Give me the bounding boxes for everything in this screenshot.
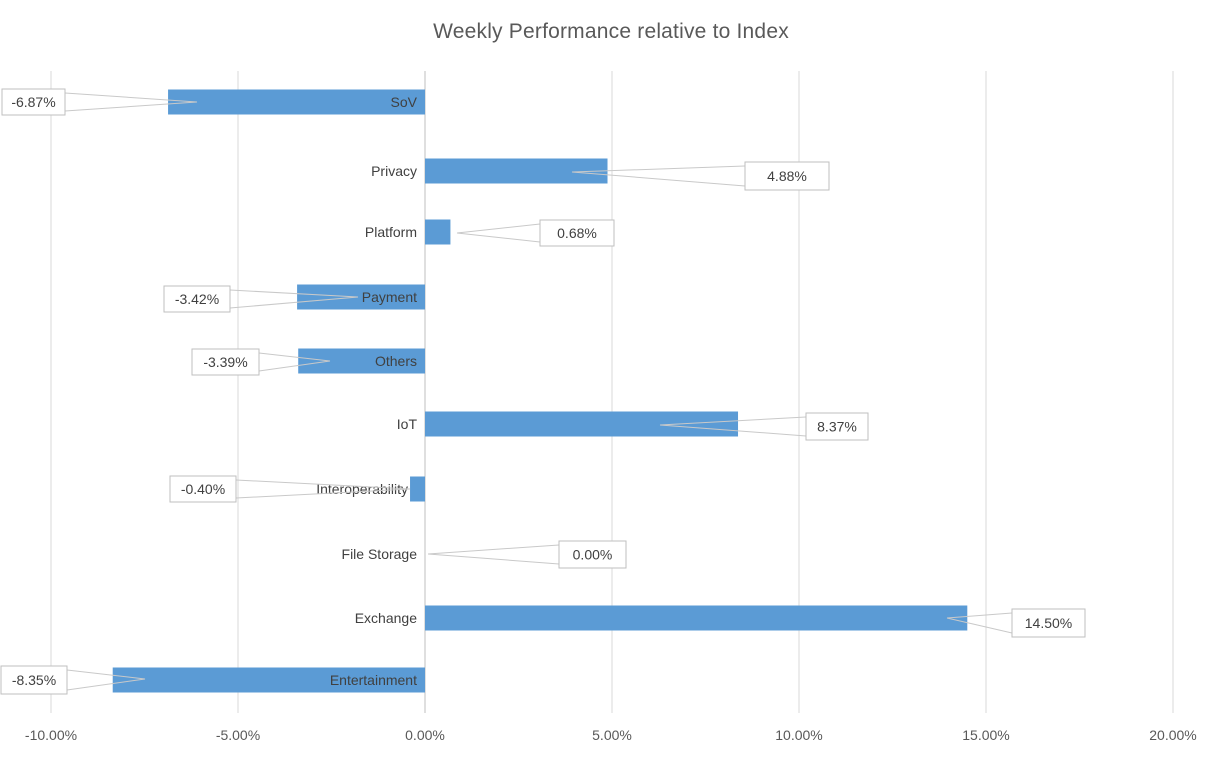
leader-line xyxy=(946,612,1013,619)
bar-entertainment xyxy=(112,667,426,693)
data-label-platform: 0.68% xyxy=(557,225,597,241)
bar-exchange xyxy=(425,605,968,631)
x-tick-label: 5.00% xyxy=(592,727,632,743)
leader-line xyxy=(456,223,541,234)
data-label-box-sov xyxy=(1,88,66,116)
leader-line xyxy=(235,488,411,499)
bar-sov xyxy=(168,89,425,115)
leader-line xyxy=(571,165,746,173)
leader-line xyxy=(64,101,198,112)
data-label-iot: 8.37% xyxy=(817,419,857,435)
leader-line xyxy=(235,479,411,490)
bar-iot xyxy=(425,411,739,437)
leader-line xyxy=(659,424,807,437)
data-label-box-interoperability xyxy=(169,475,237,503)
leader-line xyxy=(229,296,359,309)
data-label-entertainment: -8.35% xyxy=(12,672,56,688)
leader-line xyxy=(427,553,560,565)
category-label-entertainment: Entertainment xyxy=(330,672,417,688)
x-tick-label: -5.00% xyxy=(216,727,260,743)
category-label-exchange: Exchange xyxy=(355,610,417,626)
category-label-iot: IoT xyxy=(397,416,418,432)
leader-line xyxy=(427,544,560,555)
leader-line xyxy=(66,678,146,691)
category-label-others: Others xyxy=(375,353,417,369)
data-label-exchange: 14.50% xyxy=(1025,615,1072,631)
data-label-others: -3.39% xyxy=(203,354,247,370)
x-tick-label: 20.00% xyxy=(1149,727,1196,743)
data-label-box-entertainment xyxy=(0,665,68,695)
x-tick-label: -10.00% xyxy=(25,727,77,743)
x-tick-label: 0.00% xyxy=(405,727,445,743)
leader-line xyxy=(659,416,807,426)
data-label-sov: -6.87% xyxy=(11,94,55,110)
data-label-box-payment xyxy=(163,285,231,313)
leader-line xyxy=(258,352,331,362)
data-label-box-exchange xyxy=(1011,608,1086,638)
data-label-box-file-storage xyxy=(558,540,627,569)
x-tick-label: 15.00% xyxy=(962,727,1009,743)
data-label-box-platform xyxy=(539,219,615,247)
category-label-file-storage: File Storage xyxy=(342,546,418,562)
data-label-interoperability: -0.40% xyxy=(181,481,225,497)
leader-line xyxy=(258,360,331,372)
data-label-privacy: 4.88% xyxy=(767,168,807,184)
data-label-box-privacy xyxy=(744,161,830,191)
category-label-interoperability: Interoperability xyxy=(316,481,408,497)
category-label-payment: Payment xyxy=(362,289,417,305)
leader-line xyxy=(946,617,1013,634)
data-label-file-storage: 0.00% xyxy=(573,547,613,563)
bar-others xyxy=(298,348,425,374)
leader-line xyxy=(571,171,746,187)
bar-interoperability xyxy=(410,476,425,502)
category-label-platform: Platform xyxy=(365,224,417,240)
leader-line xyxy=(66,669,146,680)
data-label-payment: -3.42% xyxy=(175,291,219,307)
bar-privacy xyxy=(425,158,608,184)
bar-platform xyxy=(425,219,451,245)
leader-line xyxy=(64,92,198,103)
category-label-sov: SoV xyxy=(391,94,418,110)
leader-line xyxy=(229,289,359,298)
data-label-box-others xyxy=(191,348,260,376)
category-label-privacy: Privacy xyxy=(371,163,417,179)
data-label-box-iot xyxy=(805,412,869,441)
x-tick-label: 10.00% xyxy=(775,727,822,743)
bar-payment xyxy=(297,284,425,310)
chart-title: Weekly Performance relative to Index xyxy=(433,20,789,43)
leader-line xyxy=(456,232,541,243)
